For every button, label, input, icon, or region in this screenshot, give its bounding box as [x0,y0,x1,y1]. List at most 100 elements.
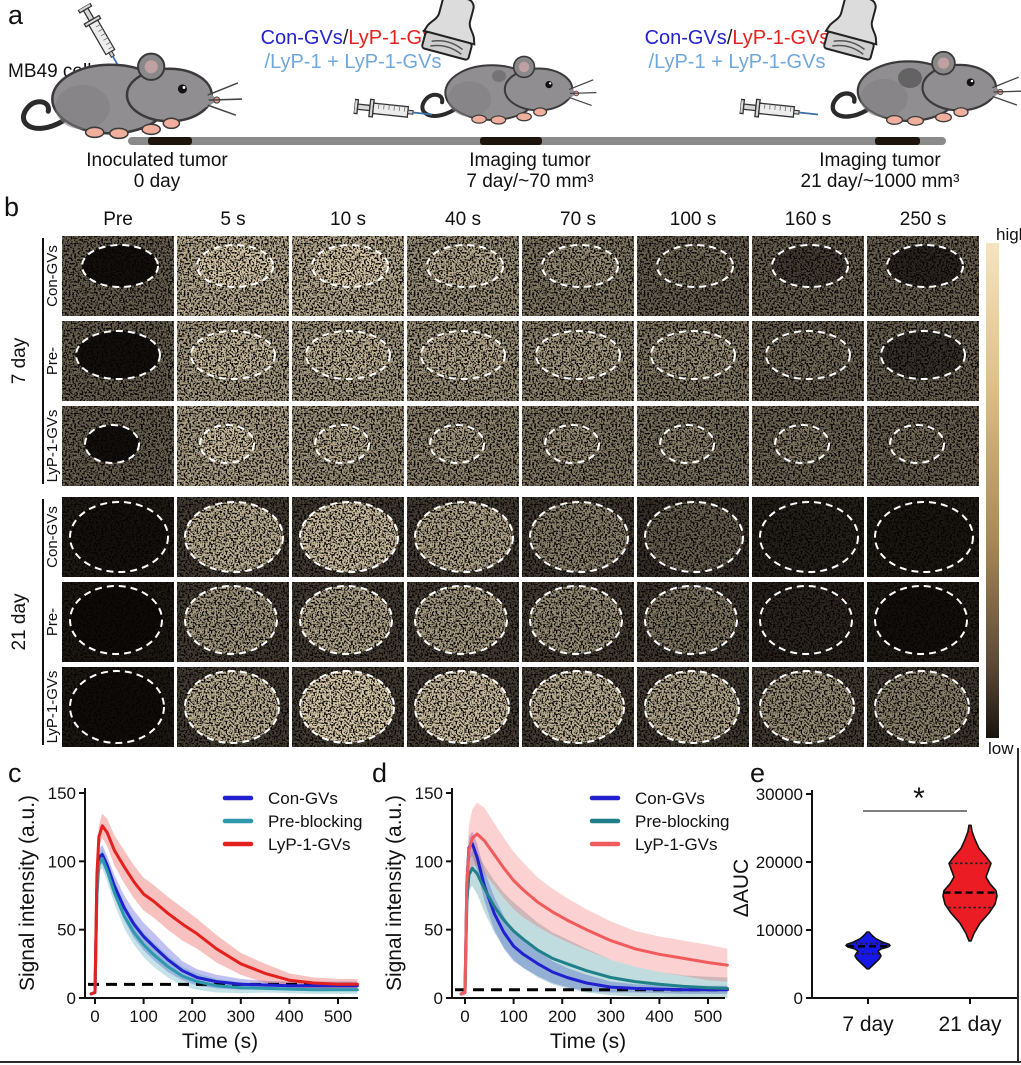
x-axis-title: Time (s) [182,1030,258,1053]
series-con-gvs [89,853,359,996]
ultrasound-image [867,236,979,316]
tumor-mark [898,68,922,88]
ultrasound-image [637,497,749,577]
x-tick-label: 400 [275,1007,303,1026]
ultrasound-image [407,321,519,401]
slash-text: / [342,27,349,49]
time-column-header: Pre [103,209,133,230]
ultrasound-image [522,497,634,577]
time-column-header: 160 s [784,209,832,230]
y-tick-label: 0 [67,989,76,1008]
ultrasound-image [177,236,289,316]
injection-label-group-2: Con-GVs/LyP-1-GVs /LyP-1 + LyP-1-GVs [622,26,852,74]
time-column-header: 40 s [445,209,481,230]
ultrasound-image [752,667,864,747]
x-tick-label: 0 [460,1007,469,1026]
figure-right-border [1017,748,1019,1063]
ultrasound-image [177,582,289,662]
legend-label: LyP-1-GVs [268,835,351,854]
y-axis-title: ΔAUC [730,859,753,917]
x-axis-title: Time (s) [550,1030,626,1053]
time-column-header: 5 s [220,209,246,230]
line-chart-d: 0 50 100 150 0 100 200 300 400 500 Time (s) Signal … [383,784,730,1053]
ultrasound-image [752,321,864,401]
timeline-segment-7day [480,137,542,145]
legend-label: Pre-blocking [635,812,730,831]
error-band-lyp-1-gvs [91,813,358,996]
timeline-event-7day: Imaging tumor 7 day/~70 mm³ [420,150,640,192]
ultrasound-image [407,497,519,577]
x-tick-label: 0 [90,1007,99,1026]
ultrasound-image [522,321,634,401]
y-tick-label: 100 [48,852,76,871]
legend-label: Con-GVs [635,789,705,808]
ultrasound-image [177,406,289,486]
time-column-header: 100 s [669,209,717,230]
timeline-event-title: Imaging tumor [819,150,941,171]
line-chart-c: 0 50 100 150 0 100 200 300 400 500 Time (s) Signal … [16,784,363,1053]
series-pre-blocking [89,857,359,996]
ultrasound-image [752,236,864,316]
ultrasound-image [522,236,634,316]
ultrasound-image [752,497,864,577]
error-band-lyp-1-gvs [461,802,728,997]
ultrasound-image [637,406,749,486]
ultrasound-image [292,406,404,486]
timeline-event-subtitle: 21 day/~1000 mm³ [800,171,960,192]
tumor-mark [492,70,506,82]
con-gvs-text: Con-GVs [260,27,343,49]
panel-a-label: a [8,0,24,30]
x-tick-label: 500 [324,1007,352,1026]
timeline-segment-21day [875,137,920,145]
ultrasound-image [62,321,174,401]
injection-label-line1: Con-GVs/LyP-1-GVs [622,26,852,50]
y-tick-label: 0 [794,989,803,1008]
ultrasound-image [292,667,404,747]
timeline-bar [128,137,946,145]
ultrasound-image [292,582,404,662]
violin-chart: 0 10000 20000 30000 ΔAUC 7 day 21 day * [730,782,1018,1036]
ultrasound-image [292,236,404,316]
y-axis-title: Signal intensity (a.u.) [383,795,406,991]
series-lyp-1-gvs [459,832,729,996]
ultrasound-image [62,582,174,662]
ultrasound-image [177,497,289,577]
intensity-colorbar [986,243,999,738]
ultrasound-image [522,582,634,662]
ultrasound-image [867,406,979,486]
ultrasound-image [62,236,174,316]
ultrasound-image [62,406,174,486]
significance-star: * [913,782,925,815]
x-tick-label: 500 [694,1007,722,1026]
ultrasound-image [522,667,634,747]
ultrasound-image [407,236,519,316]
y-tick-label: 150 [48,784,76,803]
series-lyp-1-gvs [89,824,359,996]
colorbar-high-label: high [996,225,1021,244]
time-column-header: 10 s [330,209,366,230]
lyp1-gvs-text: LyP-1-GVs [348,27,446,49]
legend-label: Con-GVs [268,789,338,808]
injection-label-line2: /LyP-1 + LyP-1-GVs [648,51,826,73]
ultrasound-image [292,497,404,577]
error-band-pre-blocking [461,850,728,998]
ultrasound-image [407,667,519,747]
x-tick-label: 400 [645,1007,673,1026]
y-tick-label: 100 [415,852,443,871]
ultrasound-image [522,406,634,486]
timeline-event-title: Imaging tumor [469,150,591,171]
timeline-event-subtitle: 0 day [133,171,181,192]
ultrasound-image [292,321,404,401]
timeline-event-subtitle: 7 day/~70 mm³ [466,171,594,192]
ultrasound-image [637,582,749,662]
time-column-header: 250 s [899,209,947,230]
x-tick-label: 200 [178,1007,206,1026]
injection-label-line2: /LyP-1 + LyP-1-GVs [264,51,442,73]
ultrasound-image [637,236,749,316]
injection-label-line1: Con-GVs/LyP-1-GVs [238,26,468,50]
ultrasound-image [867,582,979,662]
timeline-event-0day: Inoculated tumor 0 day [47,150,267,192]
category-label: 7 day [842,1013,894,1036]
